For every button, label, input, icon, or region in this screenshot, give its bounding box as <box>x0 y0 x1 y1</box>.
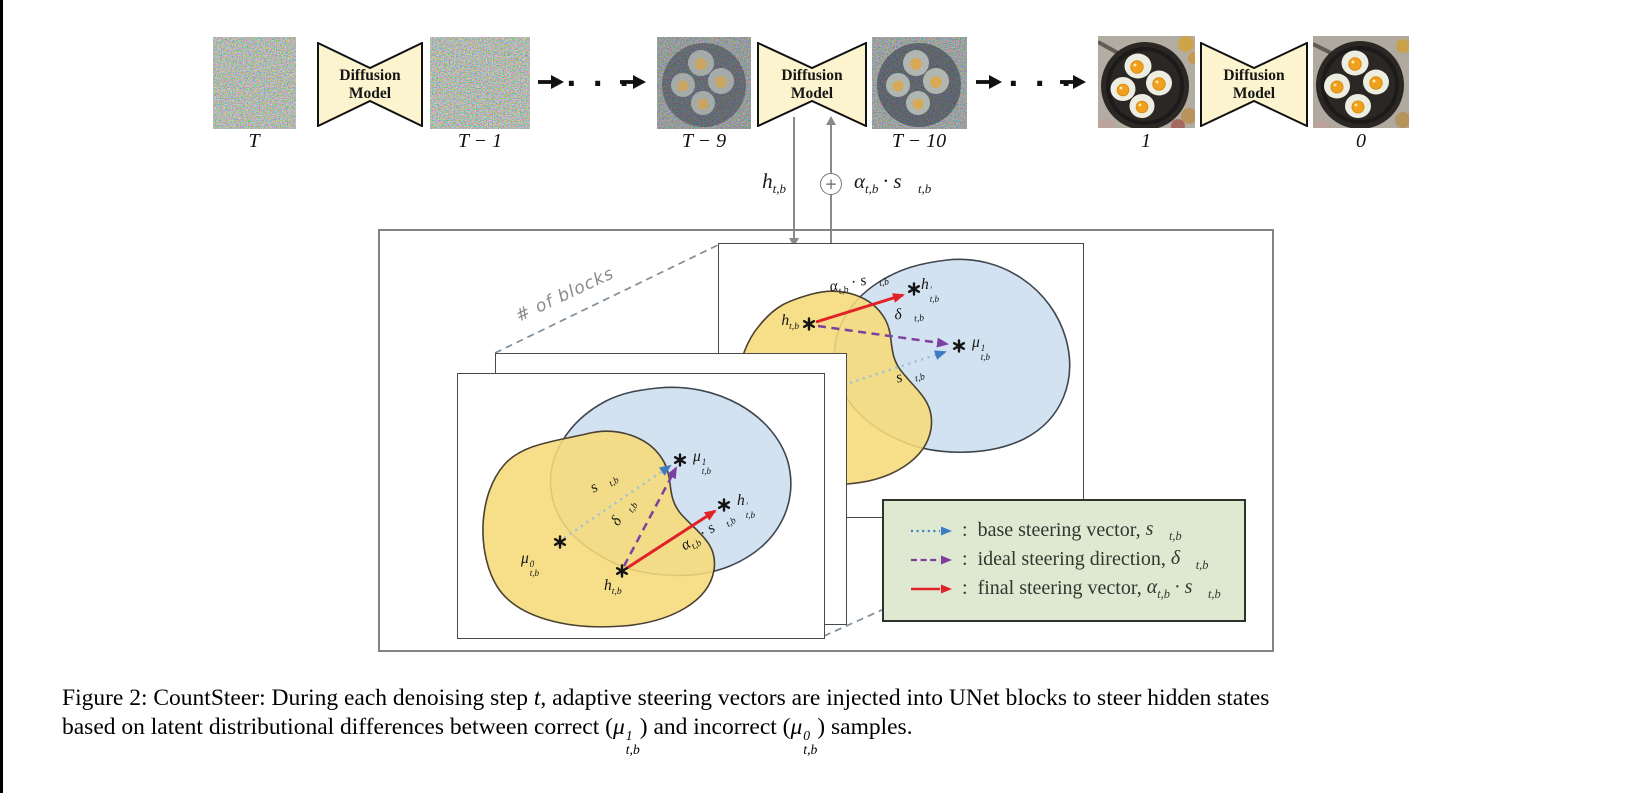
legend-desc: ideal steering direction, <box>977 548 1166 570</box>
noise-image-T <box>213 37 296 129</box>
h-label: ht,b <box>781 312 799 333</box>
flow-arrow-icon <box>1058 72 1088 97</box>
diffusion-model-label: Diffusion Model <box>781 67 843 102</box>
diffusion-model-label: Diffusion Model <box>339 67 401 102</box>
purple-dashed-arrow-icon <box>911 555 952 564</box>
timestep-label-T: T <box>248 130 260 152</box>
mu0-label: μ 0 t,b <box>521 550 540 579</box>
eggs-image-0 <box>1313 36 1409 128</box>
timestep-label-1: 1 <box>1141 130 1151 152</box>
timestep-label-T-1: T − 1 <box>457 130 503 152</box>
red-solid-arrow-icon <box>911 584 952 593</box>
timestep-label-0: 0 <box>1356 130 1366 152</box>
h-prime-label: h ′ t,b <box>921 276 939 305</box>
noisy-eggs-image-T-10 <box>872 37 967 129</box>
legend-math-delta: δ⃗t,b <box>1170 546 1209 572</box>
diffusion-model-label: Diffusion Model <box>1223 67 1285 102</box>
caption-line-2: based on latent distributional differenc… <box>62 714 913 758</box>
delta-label: δ⃗t,b <box>893 304 925 325</box>
hidden-state-label: ht,b <box>762 169 786 197</box>
legend-box: : base steering vector, s⃗t,b : ideal st… <box>882 499 1246 622</box>
base-steering-vector-line <box>563 464 672 539</box>
eggs-image-1 <box>1098 36 1195 128</box>
legend-math-s: s⃗t,b <box>1145 517 1182 543</box>
flow-arrow-icon <box>618 72 648 97</box>
steering-injection-label: αt,b · s⃗t,b <box>854 169 932 197</box>
legend-desc: base steering vector, <box>977 519 1141 541</box>
legend-row-base-vector: : base steering vector, s⃗t,b <box>908 516 1244 545</box>
unet-block-panel-front: s⃗t,b δ⃗t,b αt,b·s⃗t,b μ 0 t,b μ 1 t,b h ′ t,b… <box>457 373 825 639</box>
timestep-label-T-10: T − 10 <box>891 130 947 152</box>
ideal-steering-direction-line <box>622 466 678 567</box>
plus-circle-icon: + <box>820 173 842 195</box>
final-steering-vector-line <box>815 293 905 324</box>
up-arrowhead-icon <box>826 116 836 125</box>
unet-blocks-outer-box <box>378 229 1274 652</box>
legend-row-final-vector: : final steering vector, αt,b · s⃗t,b <box>908 574 1244 603</box>
mu1-label: μ 1 t,b <box>972 334 991 363</box>
final-steering-vector-line <box>626 509 717 570</box>
flow-arrow-icon <box>974 72 1004 97</box>
legend-row-ideal-direction: : ideal steering direction, δ⃗t,b <box>908 545 1244 574</box>
caption-mu0: μ 0 t,b <box>790 714 818 758</box>
diffusion-model-block-1: Diffusion Model <box>317 42 423 127</box>
flow-arrow-icon <box>536 72 566 97</box>
mu1-label: μ 1 t,b <box>693 448 712 477</box>
blue-dotted-arrow-icon <box>911 526 952 535</box>
legend-desc: final steering vector, <box>977 577 1142 599</box>
down-arrowhead-icon <box>789 238 799 247</box>
diffusion-model-block-2: Diffusion Model <box>757 42 867 127</box>
noisy-eggs-image-T-9 <box>657 37 751 129</box>
timestep-label-T-9: T − 9 <box>681 130 727 152</box>
h-prime-label: h ′ t,b <box>737 492 755 521</box>
latent-space-plot-front <box>482 386 792 628</box>
caption-line-1: Figure 2: CountSteer: During each denois… <box>62 685 1270 711</box>
scan-edge-artifact <box>0 0 3 793</box>
caption-mu1: μ 1 t,b <box>612 714 640 758</box>
diffusion-model-block-3: Diffusion Model <box>1200 42 1308 127</box>
h-label: ht,b <box>604 577 622 598</box>
ellipsis-dots: · · · <box>566 67 633 100</box>
ideal-steering-direction-line <box>817 324 949 348</box>
noise-image-T-1 <box>430 37 530 129</box>
legend-math-alpha-s: αt,b · s⃗t,b <box>1146 575 1221 601</box>
hidden-state-down-line <box>793 117 795 240</box>
